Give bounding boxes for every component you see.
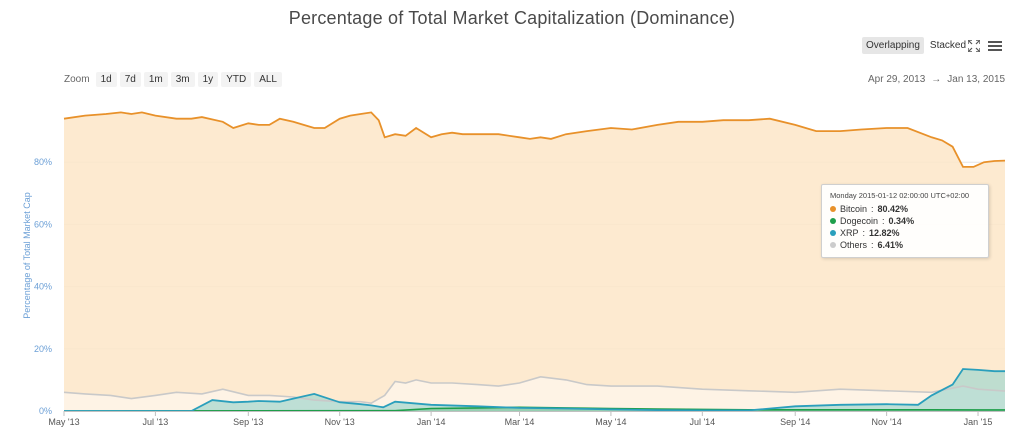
- zoom-ytd-button[interactable]: YTD: [221, 72, 252, 87]
- y-tick-label: 20%: [34, 344, 52, 354]
- others-line: [63, 375, 1006, 405]
- x-tick-label: Jan '15: [964, 417, 993, 427]
- xrp-line: [64, 368, 1005, 412]
- zoom-all-button[interactable]: ALL: [254, 72, 282, 87]
- xrp-dot-icon: [830, 230, 836, 236]
- tooltip-name: XRP: [840, 228, 859, 238]
- y-tick-label: 80%: [34, 157, 52, 167]
- overlapping-button[interactable]: Overlapping: [862, 37, 924, 54]
- view-mode-toggle: Overlapping Stacked: [862, 37, 970, 54]
- tooltip-row-xrp: XRP: 12.82%: [830, 227, 980, 239]
- tooltip-row-others: Others: 6.41%: [830, 239, 980, 251]
- x-tick-label: Nov '14: [872, 417, 902, 427]
- menu-icon[interactable]: [988, 39, 1002, 53]
- tooltip-value: 80.42%: [877, 204, 909, 214]
- tooltip-name: Bitcoin: [840, 204, 868, 214]
- tooltip-row-bitcoin: Bitcoin: 80.42%: [830, 203, 980, 215]
- x-tick-label: Jul '13: [143, 417, 169, 427]
- x-tick-label: Nov '13: [325, 417, 355, 427]
- x-tick-label: Jul '14: [689, 417, 715, 427]
- y-axis-label: Percentage of Total Market Cap: [22, 192, 32, 318]
- dogecoin-dot-icon: [830, 218, 836, 224]
- range-arrow: →: [931, 74, 942, 85]
- zoom-1y-button[interactable]: 1y: [197, 72, 219, 87]
- x-tick-label: Sep '14: [780, 417, 810, 427]
- tooltip-name: Others: [840, 240, 868, 250]
- tooltip-value: 0.34%: [888, 216, 915, 226]
- tooltip-row-dogecoin: Dogecoin: 0.34%: [830, 215, 980, 227]
- zoom-7d-button[interactable]: 7d: [119, 72, 141, 87]
- bitcoin-line: [63, 111, 1006, 168]
- x-tick-label: Sep '13: [233, 417, 263, 427]
- xrp-area: [64, 369, 1005, 411]
- tooltip-value: 12.82%: [869, 228, 900, 238]
- range-from-date[interactable]: Apr 29, 2013: [868, 74, 926, 85]
- dogecoin-line: [63, 406, 1005, 412]
- x-tick-label: Mar '14: [505, 417, 535, 427]
- x-tick-label: Jan '14: [417, 417, 446, 427]
- x-tick-label: May '13: [48, 417, 79, 427]
- bitcoin-dot-icon: [830, 206, 836, 212]
- zoom-1d-button[interactable]: 1d: [95, 72, 117, 87]
- date-range: Apr 29, 2013 → Jan 13, 2015: [868, 74, 1005, 85]
- y-tick-label: 40%: [34, 282, 52, 292]
- zoom-bar: Zoom 1d 7d 1m 3m 1y YTD ALL: [64, 72, 282, 87]
- tooltip-name: Dogecoin: [840, 216, 879, 226]
- tooltip-value: 6.41%: [877, 240, 904, 250]
- zoom-label: Zoom: [64, 74, 90, 85]
- y-tick-label: 0%: [39, 406, 52, 416]
- y-tick-label: 60%: [34, 219, 52, 229]
- others-dot-icon: [830, 242, 836, 248]
- zoom-3m-button[interactable]: 3m: [170, 72, 195, 87]
- x-tick-label: May '14: [595, 417, 626, 427]
- bitcoin-area: [64, 112, 1005, 412]
- stacked-button[interactable]: Stacked: [929, 40, 967, 51]
- chart-tooltip: Monday 2015-01-12 02:00:00 UTC+02:00 Bit…: [821, 184, 989, 258]
- tooltip-header: Monday 2015-01-12 02:00:00 UTC+02:00: [830, 191, 970, 200]
- zoom-1m-button[interactable]: 1m: [143, 72, 168, 87]
- fullscreen-icon[interactable]: [968, 40, 980, 52]
- range-to-date[interactable]: Jan 13, 2015: [947, 74, 1006, 85]
- chart-title: Percentage of Total Market Capitalizatio…: [288, 8, 736, 28]
